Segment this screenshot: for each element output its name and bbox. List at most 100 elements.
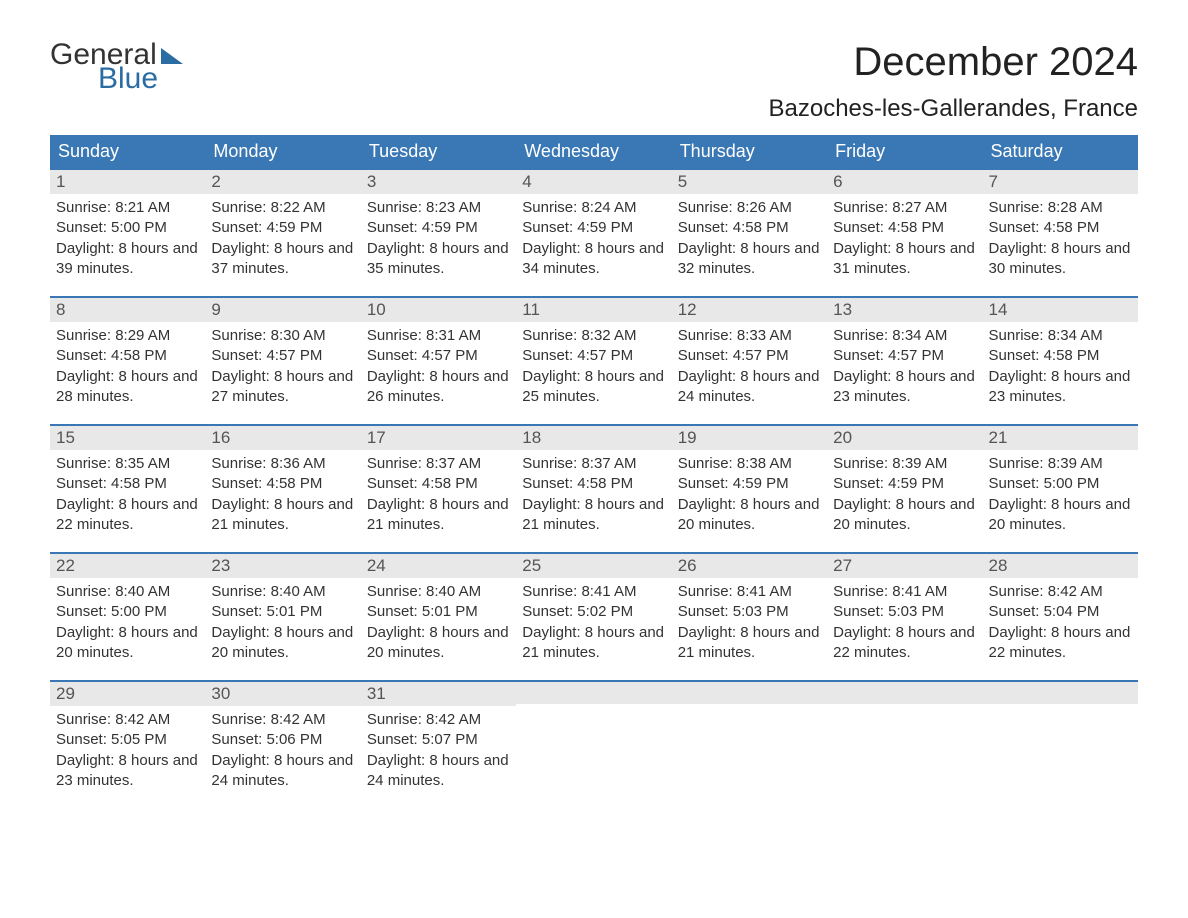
calendar-cell: 1Sunrise: 8:21 AMSunset: 5:00 PMDaylight… [50,168,205,296]
daylight-line: Daylight: 8 hours and 20 minutes. [678,495,821,536]
day-number: 22 [50,552,205,578]
sunrise-line: Sunrise: 8:31 AM [367,326,510,346]
day-body: Sunrise: 8:40 AMSunset: 5:01 PMDaylight:… [361,578,516,675]
daylight-line: Daylight: 8 hours and 32 minutes. [678,239,821,280]
day-number: 19 [672,424,827,450]
day-number: 23 [205,552,360,578]
day-number: 29 [50,680,205,706]
day-number: 11 [516,296,671,322]
sunset-line: Sunset: 4:58 PM [989,218,1132,238]
sunset-line: Sunset: 4:59 PM [522,218,665,238]
day-number: 8 [50,296,205,322]
sunset-line: Sunset: 4:58 PM [678,218,821,238]
calendar-cell: 9Sunrise: 8:30 AMSunset: 4:57 PMDaylight… [205,296,360,424]
calendar-cell: 10Sunrise: 8:31 AMSunset: 4:57 PMDayligh… [361,296,516,424]
calendar-cell: 19Sunrise: 8:38 AMSunset: 4:59 PMDayligh… [672,424,827,552]
empty-day-header [516,680,671,704]
day-number: 6 [827,168,982,194]
sunrise-line: Sunrise: 8:36 AM [211,454,354,474]
day-body: Sunrise: 8:41 AMSunset: 5:03 PMDaylight:… [827,578,982,675]
col-saturday: Saturday [983,135,1138,168]
calendar-cell [983,680,1138,808]
sunset-line: Sunset: 4:58 PM [989,346,1132,366]
day-number: 28 [983,552,1138,578]
daylight-line: Daylight: 8 hours and 22 minutes. [989,623,1132,664]
sunset-line: Sunset: 5:02 PM [522,602,665,622]
day-number: 4 [516,168,671,194]
sunrise-line: Sunrise: 8:35 AM [56,454,199,474]
day-number: 21 [983,424,1138,450]
sunrise-line: Sunrise: 8:33 AM [678,326,821,346]
sunrise-line: Sunrise: 8:41 AM [522,582,665,602]
day-body: Sunrise: 8:31 AMSunset: 4:57 PMDaylight:… [361,322,516,419]
day-body: Sunrise: 8:37 AMSunset: 4:58 PMDaylight:… [361,450,516,547]
month-title: December 2024 [768,40,1138,85]
sunrise-line: Sunrise: 8:21 AM [56,198,199,218]
day-number: 17 [361,424,516,450]
col-wednesday: Wednesday [516,135,671,168]
day-body: Sunrise: 8:41 AMSunset: 5:03 PMDaylight:… [672,578,827,675]
daylight-line: Daylight: 8 hours and 20 minutes. [211,623,354,664]
sunrise-line: Sunrise: 8:22 AM [211,198,354,218]
day-body: Sunrise: 8:37 AMSunset: 4:58 PMDaylight:… [516,450,671,547]
daylight-line: Daylight: 8 hours and 25 minutes. [522,367,665,408]
calendar-cell: 3Sunrise: 8:23 AMSunset: 4:59 PMDaylight… [361,168,516,296]
sunset-line: Sunset: 4:57 PM [678,346,821,366]
logo-triangle-icon [161,48,183,64]
day-body: Sunrise: 8:27 AMSunset: 4:58 PMDaylight:… [827,194,982,291]
day-number: 14 [983,296,1138,322]
sunrise-line: Sunrise: 8:40 AM [367,582,510,602]
sunset-line: Sunset: 4:57 PM [211,346,354,366]
daylight-line: Daylight: 8 hours and 21 minutes. [211,495,354,536]
sunrise-line: Sunrise: 8:34 AM [989,326,1132,346]
day-body: Sunrise: 8:34 AMSunset: 4:58 PMDaylight:… [983,322,1138,419]
day-number: 5 [672,168,827,194]
sunrise-line: Sunrise: 8:42 AM [367,710,510,730]
day-number: 7 [983,168,1138,194]
empty-day-header [983,680,1138,704]
col-friday: Friday [827,135,982,168]
sunrise-line: Sunrise: 8:42 AM [211,710,354,730]
calendar-cell: 20Sunrise: 8:39 AMSunset: 4:59 PMDayligh… [827,424,982,552]
daylight-line: Daylight: 8 hours and 37 minutes. [211,239,354,280]
empty-day-header [672,680,827,704]
sunrise-line: Sunrise: 8:28 AM [989,198,1132,218]
daylight-line: Daylight: 8 hours and 21 minutes. [522,623,665,664]
day-body: Sunrise: 8:26 AMSunset: 4:58 PMDaylight:… [672,194,827,291]
calendar-cell: 31Sunrise: 8:42 AMSunset: 5:07 PMDayligh… [361,680,516,808]
calendar-cell: 23Sunrise: 8:40 AMSunset: 5:01 PMDayligh… [205,552,360,680]
day-number: 18 [516,424,671,450]
calendar-cell [827,680,982,808]
daylight-line: Daylight: 8 hours and 20 minutes. [367,623,510,664]
day-number: 16 [205,424,360,450]
calendar-cell: 29Sunrise: 8:42 AMSunset: 5:05 PMDayligh… [50,680,205,808]
empty-day-header [827,680,982,704]
daylight-line: Daylight: 8 hours and 31 minutes. [833,239,976,280]
page-header: General Blue December 2024 Bazoches-les-… [50,40,1138,123]
sunset-line: Sunset: 4:57 PM [522,346,665,366]
daylight-line: Daylight: 8 hours and 24 minutes. [367,751,510,792]
sunset-line: Sunset: 4:58 PM [211,474,354,494]
calendar-cell: 13Sunrise: 8:34 AMSunset: 4:57 PMDayligh… [827,296,982,424]
day-body: Sunrise: 8:39 AMSunset: 4:59 PMDaylight:… [827,450,982,547]
day-number: 26 [672,552,827,578]
sunset-line: Sunset: 5:06 PM [211,730,354,750]
sunset-line: Sunset: 4:59 PM [833,474,976,494]
day-number: 31 [361,680,516,706]
sunrise-line: Sunrise: 8:24 AM [522,198,665,218]
daylight-line: Daylight: 8 hours and 22 minutes. [56,495,199,536]
col-tuesday: Tuesday [361,135,516,168]
sunrise-line: Sunrise: 8:40 AM [56,582,199,602]
calendar-cell: 22Sunrise: 8:40 AMSunset: 5:00 PMDayligh… [50,552,205,680]
day-body: Sunrise: 8:36 AMSunset: 4:58 PMDaylight:… [205,450,360,547]
sunset-line: Sunset: 4:58 PM [56,474,199,494]
daylight-line: Daylight: 8 hours and 23 minutes. [833,367,976,408]
day-number: 30 [205,680,360,706]
daylight-line: Daylight: 8 hours and 27 minutes. [211,367,354,408]
col-monday: Monday [205,135,360,168]
daylight-line: Daylight: 8 hours and 20 minutes. [833,495,976,536]
daylight-line: Daylight: 8 hours and 35 minutes. [367,239,510,280]
day-number: 27 [827,552,982,578]
sunset-line: Sunset: 5:00 PM [989,474,1132,494]
day-body: Sunrise: 8:29 AMSunset: 4:58 PMDaylight:… [50,322,205,419]
